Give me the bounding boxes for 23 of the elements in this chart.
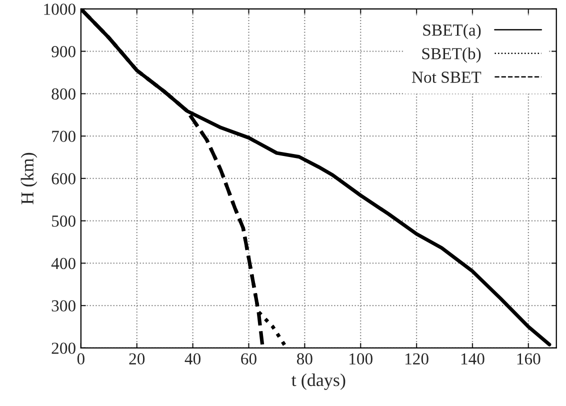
legend-label: SBET(b) [422,48,481,63]
x-tick-label: 60 [241,353,256,365]
x-tick-label: 40 [184,353,201,365]
x-tick-label: 80 [296,353,312,365]
legend-label: SBET(a) [423,24,481,40]
x-tick-label: 20 [129,353,145,365]
y-tick-label: 300 [52,300,76,312]
y-tick-label: 400 [51,258,76,270]
x-axis-title: t (days) [292,373,346,390]
x-tick-label: 0 [77,353,84,365]
y-tick-label: 700 [52,130,76,142]
legend-label: Not SBET [412,72,482,83]
y-tick-label: 800 [52,88,76,100]
x-tick-label: 120 [406,353,428,365]
y-tick-label: 200 [52,342,76,354]
x-tick-label: 160 [517,353,540,365]
y-tick-label: 600 [52,173,76,184]
x-tick-label: 100 [350,353,372,365]
y-tick-label: 900 [52,46,76,58]
y-axis-title: H (km) [20,152,38,204]
y-tick-label: 1000 [44,4,76,15]
y-tick-label: 500 [52,216,76,227]
x-tick-label: 140 [461,353,484,365]
